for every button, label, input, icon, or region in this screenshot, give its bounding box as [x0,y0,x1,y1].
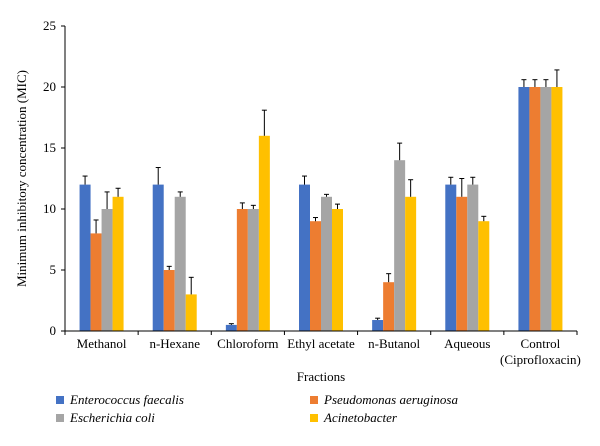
legend-swatch [310,396,318,404]
bar [529,87,541,331]
bars [79,69,563,331]
bar [112,196,124,331]
bar [456,196,468,331]
bar [321,196,332,331]
x-category-label: Methanol [77,336,127,351]
legend: Enterococcus faecalis Pseudomonas aerugin… [56,392,458,425]
x-category-label: Aqueous [444,336,490,351]
y-axis-title: Minimum inhibitory concentration (MIC) [14,70,29,287]
bar [163,270,175,331]
x-category-label: n-Hexane [149,336,200,351]
x-category-label: Chloroform [217,336,278,351]
y-axis: 0 5 10 15 20 25 [43,18,66,338]
bar [90,233,102,331]
bar [551,87,563,331]
y-tick-label: 10 [43,201,56,216]
bar [101,209,113,331]
x-axis: Methanol n-Hexane Chloroform Ethyl acetate n… [64,330,581,367]
legend-label: Acinetobacter [323,410,398,425]
y-tick-label: 25 [43,18,56,33]
legend-swatch [56,396,64,404]
bar [478,221,490,331]
bar [174,196,186,331]
bar [225,324,237,331]
x-category-label: n-Butanol [368,336,420,351]
bar [152,184,164,331]
bar [236,209,248,331]
bar [299,184,310,331]
x-category-label: (Ciprofloxacin) [500,352,581,367]
x-axis-title: Fractions [297,369,345,384]
bar [540,87,552,331]
y-tick-label: 15 [43,140,56,155]
bar [247,209,259,331]
y-tick-label: 0 [50,323,57,338]
bar [467,184,479,331]
legend-swatch [310,414,318,422]
bar [79,184,91,331]
bar [258,135,270,331]
y-tick-label: 5 [50,262,57,277]
legend-label: Pseudomonas aeruginosa [323,392,458,407]
bar [372,320,384,331]
x-category-label: Control [521,336,561,351]
bar [383,282,395,331]
legend-swatch [56,414,64,422]
bar [332,209,343,331]
bar [445,184,457,331]
x-category-label: Ethyl acetate [287,336,355,351]
bar [310,221,321,331]
bar [518,87,530,331]
bar [394,160,406,331]
y-tick-label: 20 [43,79,56,94]
legend-label: Enterococcus faecalis [69,392,184,407]
bar [185,294,197,331]
bar [405,196,417,331]
legend-label: Escherichia coli [69,410,155,425]
